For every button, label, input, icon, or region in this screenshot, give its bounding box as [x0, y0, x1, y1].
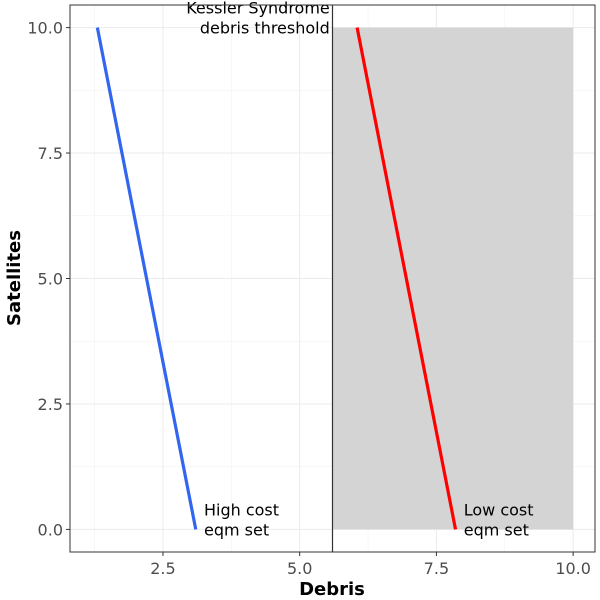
annotation-line: eqm set — [204, 520, 269, 539]
annotation-label: High cost eqm set — [204, 500, 279, 539]
annotation-line: eqm set — [464, 520, 529, 539]
annotation-line: Kessler Syndrome — [186, 0, 330, 18]
y-tick-label: 7.5 — [38, 144, 63, 163]
annotation-label: Low cost eqm set — [464, 500, 534, 539]
annotation-line: High cost — [204, 500, 279, 519]
y-tick-label: 5.0 — [38, 270, 63, 289]
y-axis-title: Satellites — [4, 230, 25, 326]
x-axis-title: Debris — [299, 579, 365, 600]
x-tick-label: 2.5 — [150, 559, 175, 578]
annotation-layer: Kessler Syndrome debris threshold High cos… — [186, 0, 533, 539]
x-tick-label: 7.5 — [424, 559, 449, 578]
annotation-line: Low cost — [464, 500, 534, 519]
y-tick-label: 0.0 — [38, 520, 63, 539]
series-line-high-cost-eqm-set — [95, 27, 198, 530]
x-tick-label: 10.0 — [555, 559, 591, 578]
annotation-line: debris threshold — [200, 19, 330, 38]
x-tick-label: 5.0 — [287, 559, 312, 578]
series-line-low-cost-eqm-set — [355, 27, 458, 530]
shade-layer — [332, 27, 574, 530]
axis-layer: 2.5 5.0 7.5 10.0 0.0 2.5 5.0 7.5 10.0 — [27, 19, 591, 578]
y-tick-label: 2.5 — [38, 395, 63, 414]
annotation-label: Kessler Syndrome debris threshold — [186, 0, 330, 38]
y-tick-label: 10.0 — [27, 19, 63, 38]
series-layer — [95, 27, 458, 530]
shaded-region — [332, 27, 574, 530]
